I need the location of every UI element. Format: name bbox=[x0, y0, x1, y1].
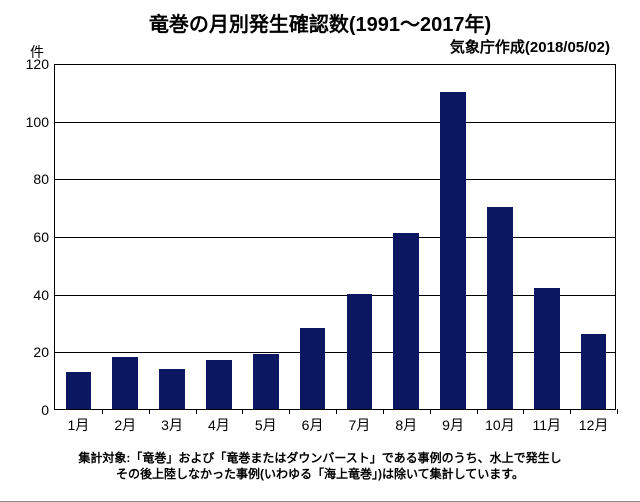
chart-footer: 集計対象:「竜巻」および「竜巻またはダウンバースト」である事例のうち、水上で発生… bbox=[0, 450, 640, 482]
x-tick-label: 3月 bbox=[161, 415, 183, 435]
bar bbox=[534, 288, 560, 409]
x-tick-label: 8月 bbox=[395, 415, 417, 435]
x-tick-mark bbox=[430, 409, 431, 414]
gridline bbox=[55, 295, 615, 296]
y-tick-label: 20 bbox=[33, 344, 49, 360]
gridline bbox=[55, 237, 615, 238]
bar bbox=[206, 360, 232, 409]
y-tick-label: 40 bbox=[33, 287, 49, 303]
bar bbox=[66, 372, 92, 409]
x-tick-label: 10月 bbox=[485, 415, 515, 435]
x-tick-mark bbox=[477, 409, 478, 414]
bar bbox=[112, 357, 138, 409]
gridline bbox=[55, 179, 615, 180]
footer-line1: 集計対象:「竜巻」および「竜巻またはダウンバースト」である事例のうち、水上で発生… bbox=[0, 450, 640, 466]
x-tick-label: 1月 bbox=[68, 415, 90, 435]
x-tick-label: 12月 bbox=[579, 415, 609, 435]
x-tick-mark bbox=[242, 409, 243, 414]
x-tick-label: 11月 bbox=[532, 415, 561, 435]
bar bbox=[159, 369, 185, 409]
x-tick-mark bbox=[149, 409, 150, 414]
bar bbox=[440, 92, 466, 409]
gridline bbox=[55, 64, 615, 65]
x-tick-label: 7月 bbox=[349, 415, 371, 435]
x-tick-label: 6月 bbox=[302, 415, 324, 435]
x-tick-mark bbox=[102, 409, 103, 414]
bar bbox=[253, 354, 279, 409]
y-tick-label: 0 bbox=[41, 402, 49, 418]
bar bbox=[347, 294, 373, 409]
x-tick-mark bbox=[570, 409, 571, 414]
x-tick-label: 9月 bbox=[442, 415, 464, 435]
footer-line2: その後上陸しなかった事例(いわゆる「海上竜巻」)は除いて集計しています。 bbox=[0, 466, 640, 482]
bar bbox=[581, 334, 607, 409]
chart-subtitle: 気象庁作成(2018/05/02) bbox=[450, 36, 610, 57]
bar bbox=[393, 233, 419, 409]
x-tick-label: 2月 bbox=[114, 415, 136, 435]
gridline bbox=[55, 352, 615, 353]
chart-container: 竜巻の月別発生確認数(1991～2017年) 気象庁作成(2018/05/02)… bbox=[0, 0, 640, 502]
x-tick-mark bbox=[196, 409, 197, 414]
x-tick-mark bbox=[289, 409, 290, 414]
gridline bbox=[55, 122, 615, 123]
x-tick-label: 4月 bbox=[208, 415, 230, 435]
x-tick-mark bbox=[383, 409, 384, 414]
plot-area: 0204060801001201月2月3月4月5月6月7月8月9月10月11月1… bbox=[54, 64, 616, 410]
y-tick-label: 120 bbox=[26, 56, 49, 72]
x-tick-mark bbox=[523, 409, 524, 414]
bar bbox=[487, 207, 513, 409]
x-tick-mark bbox=[617, 409, 618, 414]
x-tick-mark bbox=[336, 409, 337, 414]
y-tick-label: 80 bbox=[33, 171, 49, 187]
chart-title: 竜巻の月別発生確認数(1991～2017年) bbox=[0, 8, 640, 37]
y-tick-label: 100 bbox=[26, 114, 49, 130]
x-tick-label: 5月 bbox=[255, 415, 277, 435]
bar bbox=[300, 328, 326, 409]
y-tick-label: 60 bbox=[33, 229, 49, 245]
